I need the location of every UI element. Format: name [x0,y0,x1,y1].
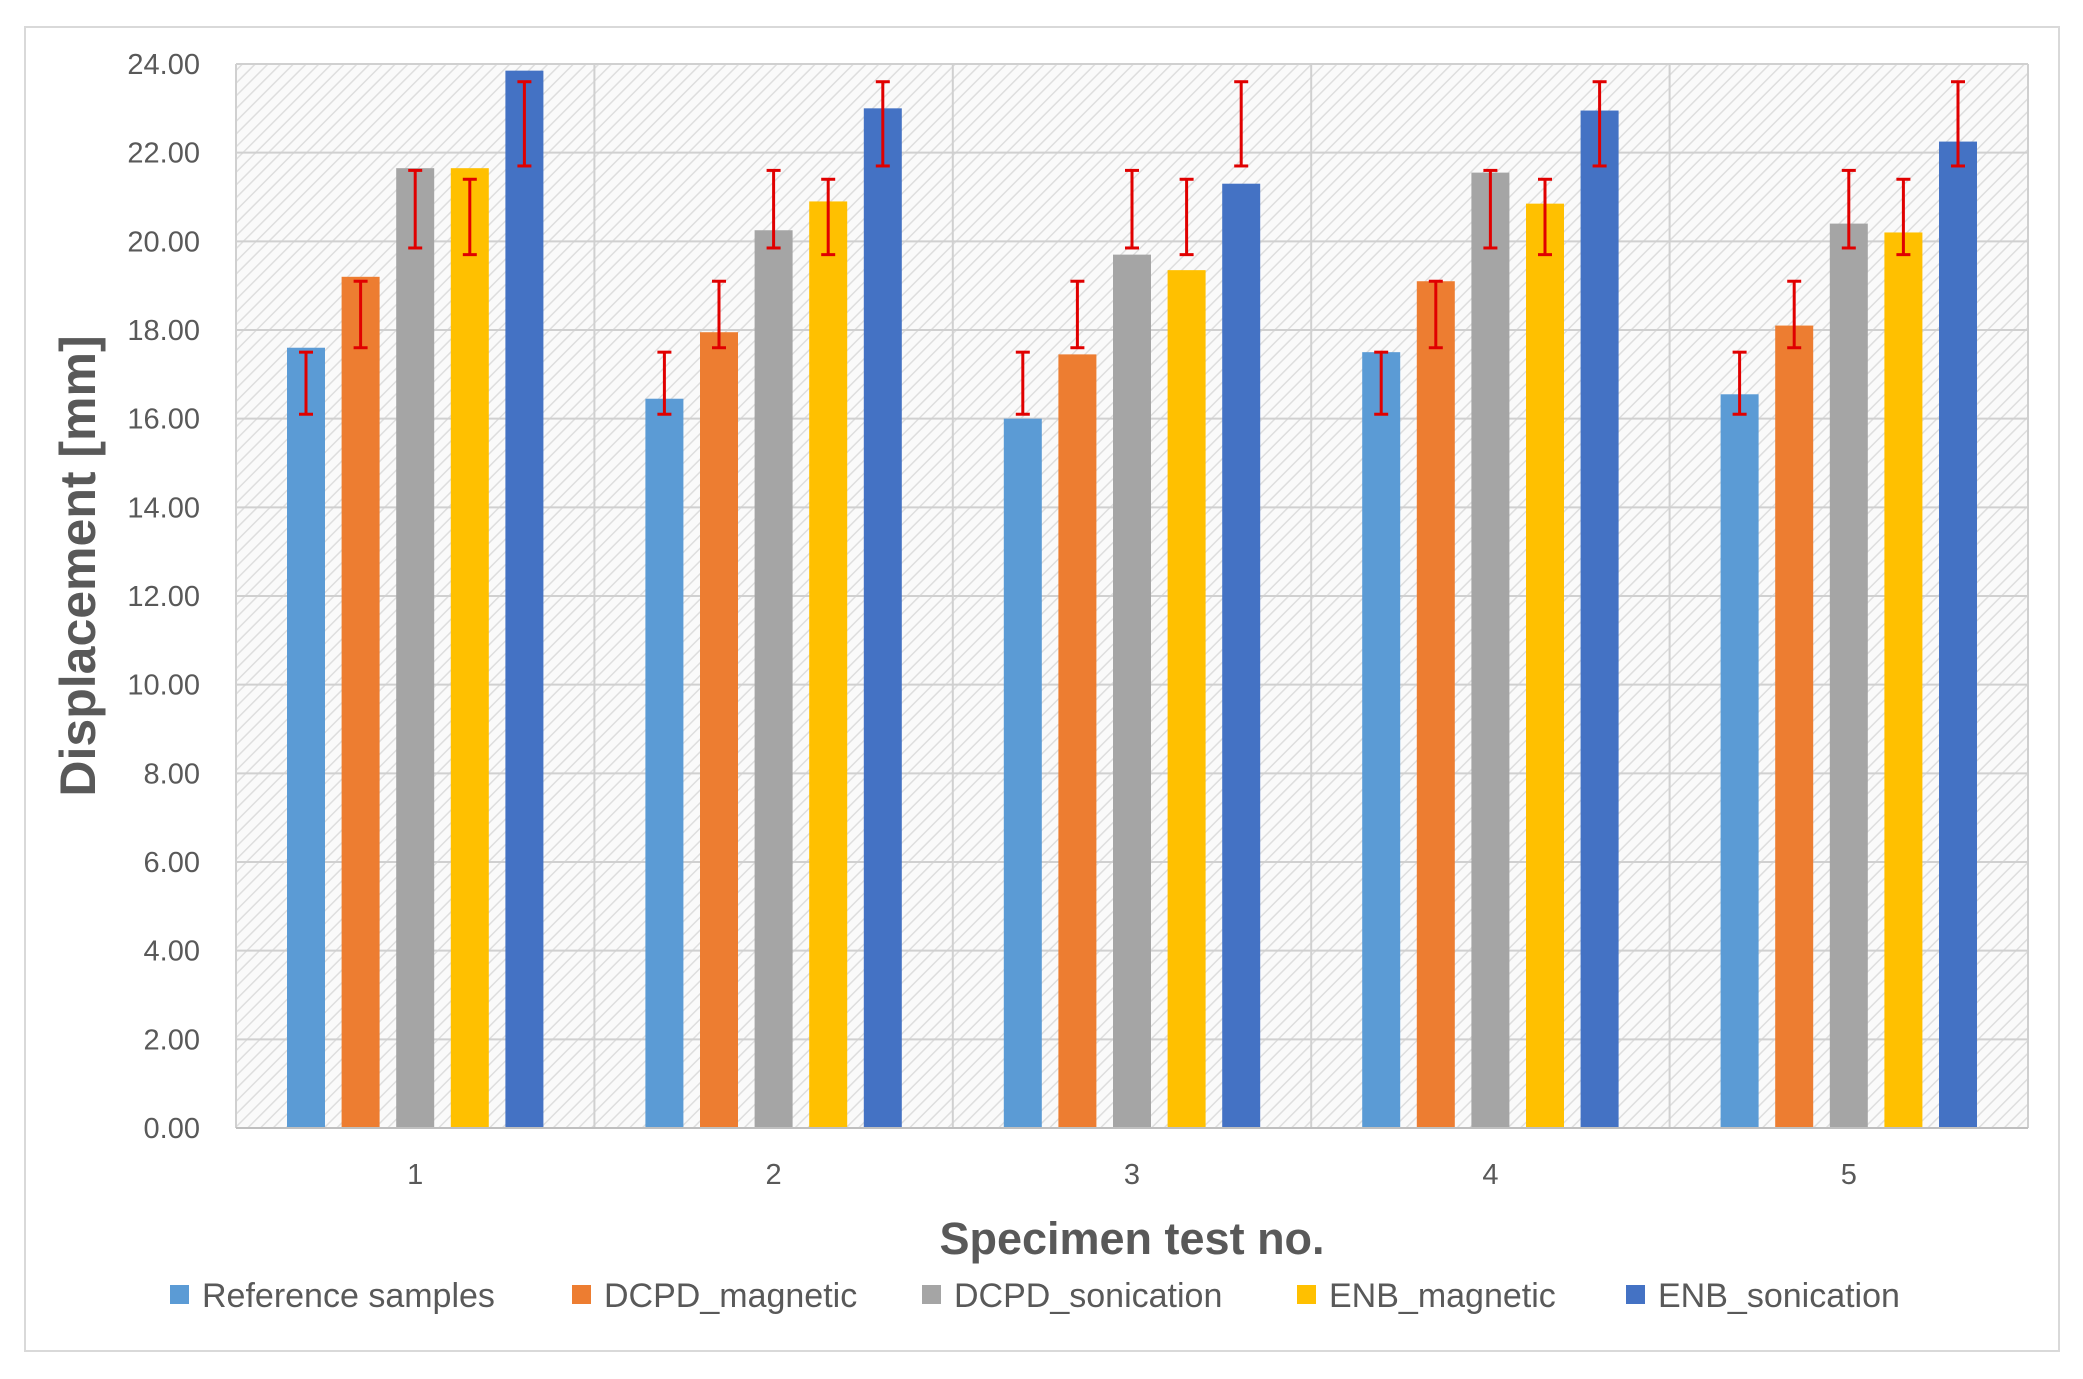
x-tick-label: 1 [407,1159,423,1191]
error-bars [299,80,1965,416]
y-tick-label: 20.00 [127,226,200,258]
legend-swatch [572,1285,591,1304]
legend-swatch [170,1285,189,1304]
legend-label: Reference samples [202,1277,495,1315]
y-tick-label: 16.00 [127,404,200,436]
y-axis-title: Displacement [mm] [50,335,106,796]
bar [700,332,738,1128]
y-tick-label: 18.00 [127,315,200,347]
bar [450,168,489,1128]
legend-swatch [1297,1285,1316,1304]
y-tick-label: 12.00 [127,581,200,613]
bar [1775,325,1814,1129]
bar [505,70,544,1128]
bar [1720,394,1759,1128]
bar [287,347,325,1128]
x-tick-label: 3 [1124,1159,1140,1191]
y-tick-label: 0.00 [144,1113,200,1145]
bar [1222,183,1261,1128]
y-tick-label: 24.00 [127,49,200,81]
x-tick-label: 4 [1482,1159,1498,1191]
legend: Reference samples DCPD_magnetic DCPD_sonic… [170,1277,1900,1315]
y-tick-label: 8.00 [144,758,200,790]
bars [287,70,1977,1129]
bar [1829,223,1868,1129]
legend-swatch [1626,1285,1645,1304]
bar [341,276,380,1128]
y-tick-label: 14.00 [127,492,200,524]
legend-label: DCPD_magnetic [604,1277,857,1315]
y-tick-label: 4.00 [144,936,200,968]
bar [1580,110,1619,1129]
bar [1471,172,1510,1128]
x-tick-label: 5 [1841,1159,1857,1191]
axes: 0.00 2.00 4.00 6.00 8.00 10.00 12.00 14.00 16.00… [127,49,2028,1191]
bar [1416,281,1455,1128]
bar [1167,270,1206,1128]
x-axis-title: Specimen test no. [939,1213,1324,1264]
bar [1113,254,1151,1129]
bar [645,398,684,1128]
legend-label: DCPD_sonication [954,1277,1222,1315]
bar [1884,232,1923,1128]
bar [396,168,435,1128]
legend-swatch [922,1285,941,1304]
y-tick-label: 2.00 [144,1024,200,1056]
bar [1058,354,1097,1129]
bar [809,201,848,1128]
bar [754,230,793,1128]
y-tick-label: 22.00 [127,138,200,170]
y-tick-label: 10.00 [127,670,200,702]
legend-label: ENB_sonication [1658,1277,1900,1315]
legend-label: ENB_magnetic [1329,1277,1556,1315]
bar [1939,141,1977,1129]
bar [1362,352,1401,1129]
bar [863,108,902,1129]
x-tick-label: 2 [766,1159,782,1191]
bar [1526,203,1564,1128]
bar [1003,418,1042,1129]
y-tick-label: 6.00 [144,847,200,879]
